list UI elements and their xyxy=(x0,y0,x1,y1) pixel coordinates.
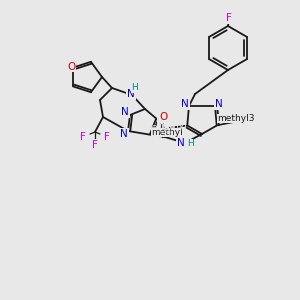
Text: F: F xyxy=(80,132,86,142)
Text: N: N xyxy=(181,99,189,109)
Text: methyl: methyl xyxy=(152,128,183,137)
Text: N: N xyxy=(177,138,185,148)
Text: N: N xyxy=(121,107,129,117)
Text: F: F xyxy=(104,132,110,142)
Text: methyl: methyl xyxy=(162,129,167,130)
Text: N: N xyxy=(215,99,223,109)
Text: methyl: methyl xyxy=(155,121,187,130)
Text: methyl: methyl xyxy=(164,124,174,128)
Text: F: F xyxy=(92,140,98,150)
Text: H: H xyxy=(187,140,194,148)
Text: methyl: methyl xyxy=(143,123,175,132)
Text: H: H xyxy=(132,83,138,92)
Text: O: O xyxy=(67,61,75,72)
Text: methyl3: methyl3 xyxy=(217,114,254,123)
Text: O: O xyxy=(158,112,166,122)
Text: F: F xyxy=(80,132,86,142)
Text: N: N xyxy=(120,129,128,139)
Text: N: N xyxy=(215,99,223,109)
Text: F: F xyxy=(104,132,110,142)
Text: H: H xyxy=(187,140,194,148)
Text: N: N xyxy=(177,138,185,148)
Text: H: H xyxy=(132,83,138,92)
Text: O: O xyxy=(159,112,167,122)
Text: N: N xyxy=(121,107,129,117)
Text: F: F xyxy=(92,140,98,150)
Text: N: N xyxy=(127,89,135,99)
Text: F: F xyxy=(226,13,232,23)
Text: F: F xyxy=(226,13,232,23)
Text: N: N xyxy=(127,89,135,99)
Text: O: O xyxy=(67,61,75,72)
Text: N: N xyxy=(181,99,189,109)
Text: N: N xyxy=(120,129,128,139)
Text: methyl: methyl xyxy=(159,130,173,134)
